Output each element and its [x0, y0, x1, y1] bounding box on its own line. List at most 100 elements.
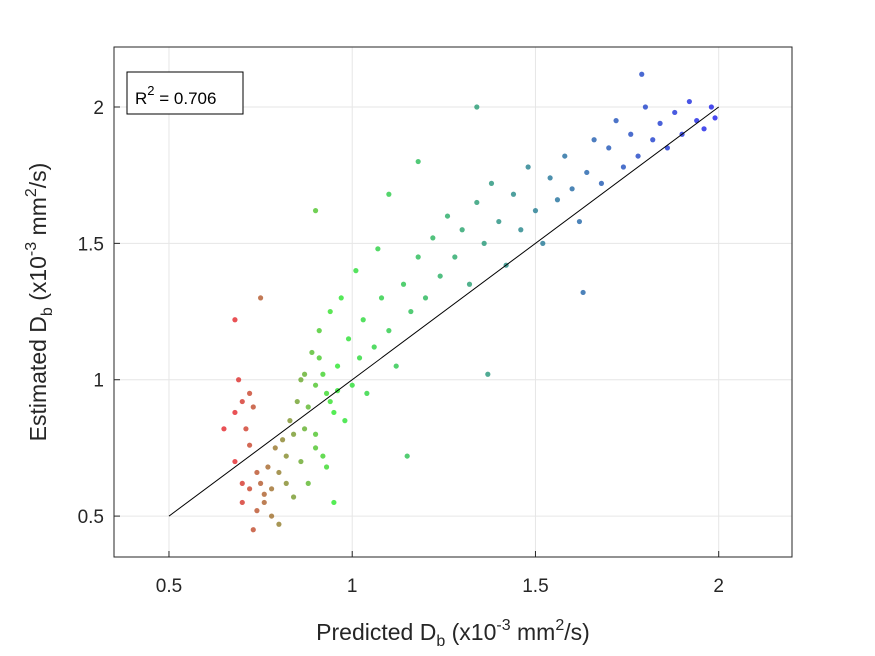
data-point — [650, 137, 656, 143]
data-point — [576, 218, 583, 225]
data-point — [268, 513, 275, 519]
data-point — [287, 418, 293, 424]
axis-ticks — [114, 106, 720, 557]
data-point — [510, 191, 517, 197]
data-point — [283, 453, 289, 459]
data-point — [364, 390, 370, 396]
data-point — [613, 118, 619, 124]
data-point — [701, 126, 707, 132]
data-point — [606, 145, 612, 151]
data-point — [276, 469, 282, 476]
data-point — [301, 371, 308, 377]
data-point — [323, 464, 330, 470]
data-point — [371, 344, 377, 350]
data-point — [247, 390, 253, 396]
data-point — [312, 382, 319, 388]
scatter-points — [221, 71, 718, 533]
data-point — [232, 409, 238, 416]
data-point — [261, 491, 267, 497]
data-point — [301, 426, 308, 432]
data-point — [298, 377, 304, 383]
grid-lines — [114, 47, 792, 557]
data-point — [525, 164, 531, 170]
data-point — [298, 458, 304, 465]
data-point — [496, 218, 502, 225]
data-point — [327, 308, 333, 315]
data-point — [562, 153, 568, 159]
x-axis-title: Predicted Db (x10-3 mm2/s) — [316, 617, 590, 650]
data-point — [584, 169, 590, 176]
data-point — [639, 71, 645, 77]
data-point — [481, 240, 487, 246]
data-point — [415, 158, 421, 165]
data-point — [327, 398, 333, 405]
data-point — [598, 180, 605, 186]
data-point — [342, 418, 348, 424]
data-point — [331, 499, 337, 506]
data-point — [331, 409, 337, 416]
y-tick-label: 1.5 — [78, 234, 104, 255]
data-point — [312, 431, 319, 437]
data-point — [254, 469, 260, 476]
data-point — [305, 480, 311, 486]
data-point — [712, 115, 718, 121]
r-squared-annotation: R2 = 0.706 — [126, 71, 244, 115]
data-point — [294, 398, 300, 405]
data-point — [320, 371, 326, 377]
data-point — [265, 464, 271, 470]
data-point — [569, 186, 575, 192]
data-point — [430, 235, 436, 241]
data-point — [239, 499, 245, 506]
data-point — [268, 486, 275, 492]
data-point — [635, 153, 641, 159]
data-point — [334, 363, 341, 369]
data-point — [247, 442, 253, 448]
data-point — [591, 137, 597, 143]
data-point — [518, 227, 524, 233]
x-tick-label: 0.5 — [156, 576, 182, 597]
data-point — [400, 281, 407, 287]
data-point — [309, 349, 315, 356]
data-point — [283, 480, 289, 486]
data-point — [349, 382, 355, 388]
data-point — [378, 295, 385, 301]
data-point — [290, 494, 297, 500]
data-point — [261, 499, 267, 506]
data-point — [360, 317, 366, 323]
data-point — [254, 508, 260, 514]
data-point — [232, 458, 238, 465]
data-point — [232, 317, 238, 323]
data-point — [474, 104, 480, 110]
data-point — [488, 180, 495, 186]
x-tick-label: 1 — [347, 576, 358, 597]
data-point — [657, 120, 663, 126]
data-point — [239, 398, 245, 405]
data-point — [247, 486, 253, 492]
data-point — [532, 208, 539, 214]
data-point — [375, 246, 381, 252]
x-tick-label: 2 — [713, 576, 724, 597]
data-point — [620, 164, 627, 170]
data-point — [312, 445, 319, 451]
data-point — [338, 295, 344, 301]
data-point — [257, 480, 264, 486]
data-point — [547, 175, 553, 181]
data-point — [290, 431, 297, 437]
data-point — [279, 437, 286, 443]
data-point — [353, 268, 359, 274]
data-point — [404, 453, 410, 459]
plot-frame — [113, 46, 793, 558]
y-tick-label: 2 — [93, 98, 104, 119]
x-tick-labels: 0.5 1 1.5 2 — [156, 576, 724, 597]
data-point — [408, 308, 414, 315]
y-axis-title: Estimated Db (x10-3 mm2/s) — [23, 163, 56, 442]
data-point — [686, 98, 692, 105]
data-point — [386, 328, 392, 334]
data-point — [236, 377, 242, 383]
data-point — [708, 104, 714, 110]
identity-line — [168, 106, 720, 517]
y-tick-labels: 0.5 1 1.5 2 — [78, 98, 104, 528]
data-point — [243, 426, 249, 432]
data-point — [459, 227, 465, 233]
